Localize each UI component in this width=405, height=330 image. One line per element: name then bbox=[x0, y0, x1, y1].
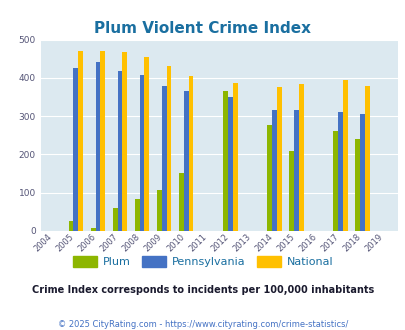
Bar bbox=[183, 90, 188, 231]
Bar bbox=[266, 125, 271, 231]
Bar bbox=[90, 228, 95, 231]
Bar bbox=[188, 76, 193, 231]
Bar bbox=[333, 131, 337, 231]
Bar bbox=[78, 51, 83, 231]
Bar bbox=[144, 57, 149, 231]
Bar bbox=[113, 208, 117, 231]
Bar bbox=[293, 111, 298, 231]
Text: Crime Index corresponds to incidents per 100,000 inhabitants: Crime Index corresponds to incidents per… bbox=[32, 285, 373, 295]
Bar bbox=[222, 91, 227, 231]
Bar bbox=[100, 51, 105, 231]
Bar bbox=[161, 85, 166, 231]
Bar bbox=[117, 71, 122, 231]
Bar bbox=[227, 97, 232, 231]
Bar bbox=[364, 85, 369, 231]
Bar bbox=[276, 87, 281, 231]
Bar bbox=[122, 52, 127, 231]
Text: © 2025 CityRating.com - https://www.cityrating.com/crime-statistics/: © 2025 CityRating.com - https://www.city… bbox=[58, 320, 347, 329]
Bar bbox=[156, 190, 161, 231]
Bar bbox=[134, 199, 139, 231]
Bar bbox=[179, 173, 183, 231]
Text: Plum Violent Crime Index: Plum Violent Crime Index bbox=[94, 21, 311, 36]
Bar bbox=[232, 83, 237, 231]
Bar bbox=[271, 111, 276, 231]
Bar bbox=[139, 75, 144, 231]
Bar bbox=[68, 221, 73, 231]
Bar bbox=[166, 66, 171, 231]
Legend: Plum, Pennsylvania, National: Plum, Pennsylvania, National bbox=[68, 251, 337, 271]
Bar bbox=[342, 80, 347, 231]
Bar bbox=[359, 114, 364, 231]
Bar bbox=[95, 62, 100, 231]
Bar bbox=[288, 151, 293, 231]
Bar bbox=[298, 84, 303, 231]
Bar bbox=[354, 139, 359, 231]
Bar bbox=[73, 68, 78, 231]
Bar bbox=[337, 112, 342, 231]
